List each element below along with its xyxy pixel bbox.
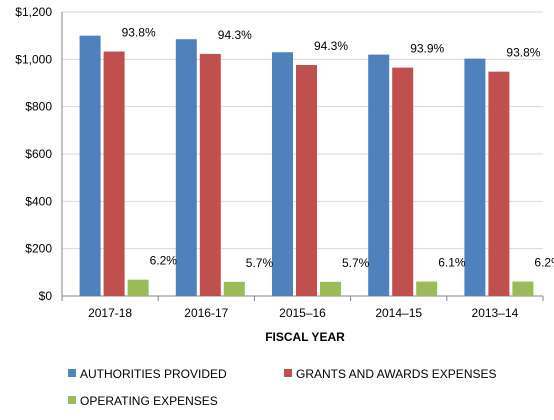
legend-label: OPERATING EXPENSES — [80, 394, 218, 408]
y-tick-label: $400 — [25, 194, 52, 208]
x-axis-title: FISCAL YEAR — [265, 330, 345, 344]
bar — [368, 54, 390, 296]
bar — [320, 281, 341, 296]
data-label: 5.7% — [342, 256, 370, 270]
bar — [272, 52, 293, 296]
bar — [392, 67, 414, 296]
x-tick-label: 2015–16 — [279, 306, 326, 320]
y-tick-label: $1,200 — [15, 5, 52, 19]
y-tick-label: $1,000 — [15, 52, 52, 66]
data-label: 94.3% — [218, 28, 252, 42]
x-tick-label: 2014–15 — [375, 306, 422, 320]
bar — [79, 35, 101, 297]
data-label: 6.1% — [438, 256, 466, 270]
bar — [199, 53, 221, 296]
data-label: 6.2% — [534, 256, 554, 270]
y-tick-label: $800 — [25, 100, 52, 114]
x-tick-label: 2013–14 — [472, 306, 519, 320]
y-tick-label: $200 — [25, 242, 52, 256]
bar — [416, 281, 438, 296]
data-label: 5.7% — [246, 256, 274, 270]
bar — [296, 65, 317, 296]
data-label: 6.2% — [150, 254, 178, 268]
y-tick-label: $0 — [39, 289, 53, 303]
x-tick-label: 2016-17 — [184, 306, 228, 320]
data-label: 93.9% — [410, 42, 444, 56]
x-tick-label: 2017-18 — [88, 306, 132, 320]
legend-label: GRANTS AND AWARDS EXPENSES — [296, 367, 497, 381]
legend-swatch — [68, 396, 76, 404]
legend-label: AUTHORITIES PROVIDED — [80, 367, 227, 381]
data-label: 94.3% — [314, 39, 348, 53]
bar — [103, 51, 125, 297]
y-tick-label: $600 — [25, 147, 52, 161]
bar — [488, 71, 510, 296]
data-label: 93.8% — [122, 26, 156, 40]
bar — [127, 279, 149, 296]
data-label: 93.8% — [506, 46, 540, 60]
bar — [464, 58, 486, 296]
legend-swatch — [284, 369, 292, 377]
bar — [512, 281, 534, 296]
legend-swatch — [68, 369, 76, 377]
bar — [223, 281, 245, 296]
bar — [175, 39, 197, 296]
